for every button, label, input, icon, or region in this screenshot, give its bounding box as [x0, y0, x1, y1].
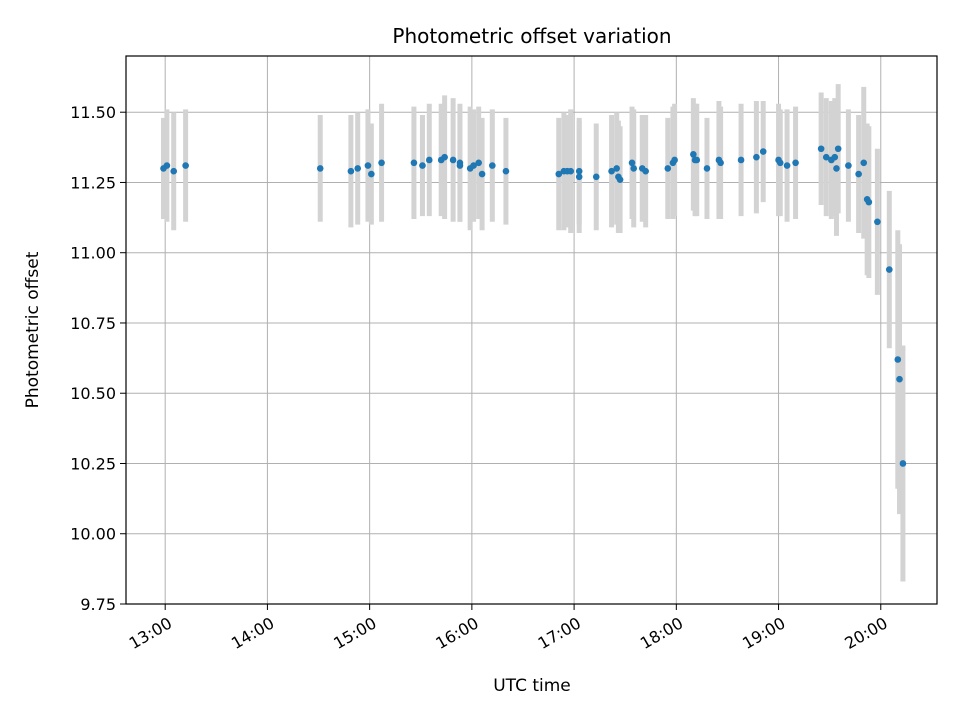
x-tick-label: 14:00	[228, 613, 277, 653]
error-bars	[160, 84, 906, 582]
data-point	[693, 156, 701, 164]
data-point	[364, 162, 372, 169]
data-point	[855, 170, 862, 178]
y-tick-label: 11.00	[70, 244, 116, 263]
data-point	[441, 153, 448, 161]
data-point	[182, 162, 189, 169]
data-point	[163, 162, 171, 169]
y-tick-label: 10.75	[70, 314, 116, 333]
data-point	[899, 460, 907, 467]
plot-frame	[125, 55, 938, 605]
data-point	[616, 176, 624, 183]
data-point	[575, 173, 583, 181]
data-point	[831, 153, 839, 161]
y-tick-label: 10.00	[70, 525, 116, 544]
data-point	[833, 165, 840, 172]
data-point	[845, 162, 852, 169]
data-point	[865, 198, 873, 206]
x-tick-label: 17:00	[535, 613, 584, 653]
data-point	[575, 167, 583, 175]
data-point	[628, 159, 636, 167]
data-point	[592, 173, 600, 181]
grid	[126, 56, 937, 605]
data-point	[664, 165, 672, 172]
data-point	[449, 156, 457, 164]
data-point	[478, 170, 486, 178]
y-axis: 9.75 10.00 10.25 10.50 10.75 11.00 11.25 11.50	[70, 103, 126, 614]
chart-title: Photometric offset variation	[392, 24, 671, 48]
data-point	[170, 167, 178, 175]
x-axis: 13:00 14:00 15:00 16:00 17:00 18:00 19:00 20:00	[126, 604, 891, 653]
data-point	[834, 145, 842, 153]
data-point	[737, 156, 745, 164]
data-point	[456, 162, 464, 169]
y-tick-label: 11.50	[70, 103, 116, 122]
data-point	[874, 218, 881, 226]
data-point	[489, 162, 496, 169]
data-point	[860, 159, 868, 167]
data-point	[671, 156, 678, 164]
data-point	[894, 356, 902, 363]
data-point	[753, 153, 760, 161]
data-point	[608, 167, 615, 175]
x-axis-title: UTC time	[493, 676, 571, 696]
x-tick-label: 16:00	[432, 613, 481, 653]
x-tick-label: 13:00	[126, 613, 175, 653]
data-point	[316, 165, 324, 172]
data-point	[613, 165, 620, 172]
data-point	[703, 165, 711, 172]
data-point	[885, 266, 893, 273]
data-point	[896, 375, 903, 383]
x-tick-label: 18:00	[637, 613, 686, 653]
data-point	[642, 167, 649, 175]
data-point	[368, 170, 375, 178]
data-point	[425, 156, 433, 164]
data-point	[347, 167, 355, 175]
data-point	[630, 165, 638, 172]
data-point	[419, 162, 426, 169]
x-tick-label: 19:00	[739, 613, 788, 653]
data-point	[354, 165, 362, 172]
data-point	[817, 145, 825, 153]
x-tick-label: 15:00	[330, 613, 379, 653]
data-point	[410, 159, 418, 167]
y-axis-title: Photometric offset	[23, 251, 43, 408]
y-tick-label: 10.25	[70, 454, 116, 473]
data-point	[776, 159, 784, 167]
data-point	[792, 159, 799, 167]
data-point	[555, 170, 563, 178]
data-point	[690, 151, 697, 158]
data-points	[160, 145, 907, 467]
x-tick-label: 20:00	[841, 613, 890, 653]
data-point	[378, 159, 385, 167]
data-point	[717, 159, 724, 167]
data-point	[822, 153, 830, 161]
y-tick-label: 10.50	[70, 384, 116, 403]
data-point	[502, 167, 510, 175]
data-point	[475, 159, 482, 167]
data-point	[759, 148, 767, 155]
data-point	[567, 167, 574, 175]
y-tick-label: 11.25	[70, 173, 116, 192]
y-tick-label: 9.75	[80, 595, 116, 614]
data-point	[783, 162, 791, 169]
data-point	[470, 162, 477, 169]
